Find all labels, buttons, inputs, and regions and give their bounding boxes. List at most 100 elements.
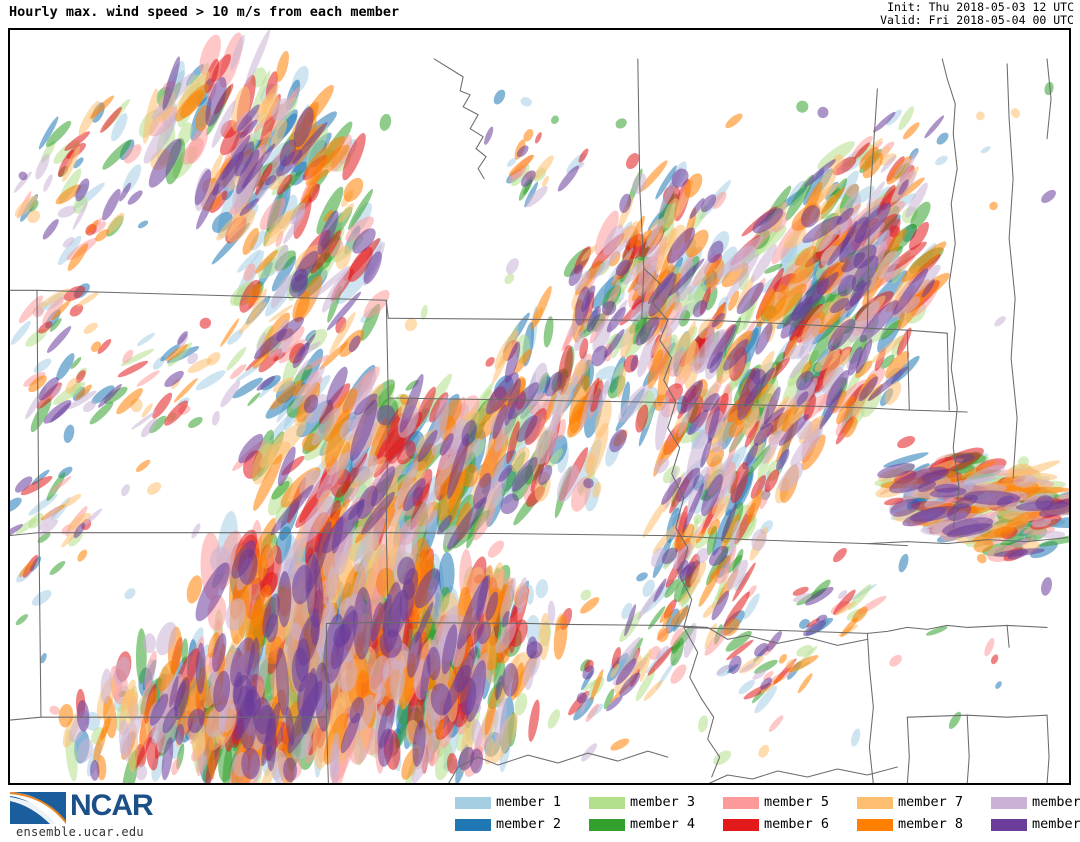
member-swath bbox=[188, 416, 203, 429]
ensemble-swath-layer bbox=[9, 29, 1070, 784]
legend-item-member-8[interactable]: member 8 bbox=[857, 816, 991, 838]
legend-item-member-7[interactable]: member 7 bbox=[857, 794, 991, 816]
border-mo-ar bbox=[683, 626, 868, 634]
member-swath bbox=[196, 183, 220, 230]
member-swath bbox=[338, 203, 354, 223]
member-swath bbox=[82, 400, 96, 412]
map-panel[interactable] bbox=[8, 28, 1071, 785]
member-swath bbox=[230, 34, 245, 71]
member-swath bbox=[500, 493, 519, 515]
member-swath bbox=[635, 229, 653, 247]
member-swath bbox=[211, 53, 231, 83]
member-swath bbox=[65, 377, 78, 394]
legend-item-member-2[interactable]: member 2 bbox=[455, 816, 589, 838]
member-swath bbox=[747, 488, 763, 524]
member-swath bbox=[220, 318, 240, 348]
member-swath bbox=[700, 194, 717, 213]
member-swath bbox=[618, 636, 641, 662]
member-swath bbox=[49, 318, 62, 332]
member-swath bbox=[137, 220, 149, 229]
member-swath bbox=[243, 263, 256, 282]
member-swath bbox=[487, 540, 505, 558]
member-swath bbox=[262, 593, 280, 638]
member-swath bbox=[354, 509, 386, 573]
member-swath bbox=[271, 98, 292, 121]
legend-item-member-6[interactable]: member 6 bbox=[723, 816, 857, 838]
member-swath bbox=[867, 365, 909, 402]
member-swath bbox=[494, 696, 507, 744]
member-swath bbox=[258, 348, 283, 373]
member-swath bbox=[471, 718, 483, 748]
member-swath bbox=[711, 590, 730, 621]
member-swath bbox=[680, 593, 691, 608]
member-swath bbox=[69, 304, 84, 317]
member-swath bbox=[706, 324, 737, 370]
member-swath bbox=[525, 186, 548, 208]
member-swath bbox=[837, 590, 848, 599]
member-swath bbox=[10, 320, 31, 345]
member-swath bbox=[707, 405, 720, 444]
member-swath bbox=[664, 383, 683, 404]
member-swath bbox=[240, 119, 258, 139]
member-swath bbox=[758, 744, 770, 758]
legend-item-member-9[interactable]: member 9 bbox=[991, 794, 1080, 816]
member-swath bbox=[253, 454, 283, 511]
forecast-timestamps: Init: Thu 2018-05-03 12 UTC Valid: Fri 2… bbox=[880, 1, 1074, 27]
member-swath bbox=[592, 321, 612, 353]
member-swath bbox=[311, 407, 340, 446]
legend-item-member-10[interactable]: member 10 bbox=[991, 816, 1080, 838]
ensemble-wind-map[interactable] bbox=[9, 29, 1070, 784]
member-swath bbox=[925, 626, 948, 636]
member-swath bbox=[787, 655, 819, 673]
member-swath bbox=[1019, 486, 1070, 494]
member-swath bbox=[690, 561, 707, 587]
member-swath bbox=[569, 394, 590, 425]
member-swath bbox=[121, 484, 130, 497]
member-swath bbox=[35, 153, 50, 180]
member-swath bbox=[431, 395, 449, 456]
member-swath bbox=[232, 377, 263, 399]
ncar-url[interactable]: ensemble.ucar.edu bbox=[16, 825, 144, 839]
member-swath bbox=[935, 155, 948, 166]
legend-label: member 2 bbox=[496, 816, 562, 832]
member-swath bbox=[706, 525, 718, 556]
border-nd-sd bbox=[387, 317, 639, 321]
member-swath bbox=[808, 319, 840, 365]
member-swath bbox=[97, 338, 112, 354]
member-swath bbox=[513, 349, 532, 375]
member-swath bbox=[314, 662, 332, 732]
legend-swatch-icon bbox=[991, 819, 1027, 831]
member-swath bbox=[420, 509, 438, 533]
member-swath bbox=[880, 155, 897, 173]
ncar-logo[interactable]: NCAR ensemble.ucar.edu bbox=[10, 789, 195, 839]
member-swath bbox=[305, 553, 324, 629]
member-swath bbox=[329, 311, 356, 355]
member-swath bbox=[696, 547, 709, 563]
member-swath bbox=[270, 484, 314, 536]
member-swath bbox=[818, 228, 839, 252]
member-swath bbox=[877, 463, 916, 479]
member-swath bbox=[174, 84, 209, 122]
member-swath bbox=[520, 97, 532, 107]
member-swath bbox=[594, 210, 619, 256]
member-swath bbox=[582, 665, 595, 680]
member-swath bbox=[630, 354, 638, 372]
border-tn-nc bbox=[1006, 624, 1010, 648]
member-swath bbox=[175, 723, 185, 745]
member-swath bbox=[905, 182, 928, 218]
legend-item-member-1[interactable]: member 1 bbox=[455, 794, 589, 816]
member-swath bbox=[436, 515, 453, 535]
border-ne-ks-east bbox=[667, 535, 749, 541]
member-swath bbox=[680, 380, 703, 413]
member-swath bbox=[606, 695, 623, 712]
member-swath bbox=[936, 132, 949, 145]
member-swath bbox=[123, 144, 142, 164]
member-swath bbox=[213, 670, 231, 712]
member-swath bbox=[403, 478, 426, 512]
legend-item-member-3[interactable]: member 3 bbox=[589, 794, 723, 816]
legend-item-member-4[interactable]: member 4 bbox=[589, 816, 723, 838]
member-swath bbox=[485, 591, 499, 622]
member-swath bbox=[276, 50, 289, 82]
member-swath bbox=[119, 182, 132, 202]
legend-item-member-5[interactable]: member 5 bbox=[723, 794, 857, 816]
